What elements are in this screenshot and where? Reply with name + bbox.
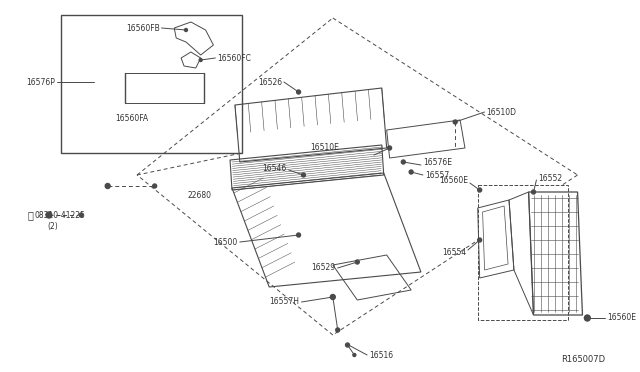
Bar	[61, 15, 242, 153]
Circle shape	[353, 353, 356, 356]
Circle shape	[409, 170, 413, 174]
Text: 16516: 16516	[369, 350, 393, 359]
Circle shape	[336, 328, 340, 332]
Text: 16554: 16554	[442, 247, 466, 257]
Circle shape	[388, 146, 392, 150]
Text: 08310-41225: 08310-41225	[35, 211, 85, 219]
Circle shape	[184, 29, 188, 32]
Text: R165007D: R165007D	[561, 356, 605, 365]
Text: 22680: 22680	[188, 190, 212, 199]
Circle shape	[355, 260, 359, 264]
Circle shape	[477, 238, 482, 242]
Text: 16526: 16526	[258, 77, 282, 87]
Circle shape	[46, 212, 52, 218]
Text: 16560FA: 16560FA	[115, 113, 148, 122]
Circle shape	[453, 120, 457, 124]
Circle shape	[296, 90, 301, 94]
Text: 16510D: 16510D	[486, 108, 516, 116]
Text: 16500: 16500	[214, 237, 238, 247]
Text: (2): (2)	[47, 221, 58, 231]
Text: 16529: 16529	[312, 263, 336, 273]
Circle shape	[330, 295, 335, 299]
Circle shape	[79, 213, 83, 217]
Text: 16560E: 16560E	[439, 176, 468, 185]
Text: 16510E: 16510E	[310, 142, 339, 151]
Text: Ⓢ: Ⓢ	[28, 210, 33, 220]
Text: 16546: 16546	[262, 164, 287, 173]
Circle shape	[296, 233, 301, 237]
Bar	[477, 185, 568, 320]
Circle shape	[105, 183, 110, 189]
Text: 16576E: 16576E	[423, 157, 452, 167]
Circle shape	[301, 173, 305, 177]
Circle shape	[153, 184, 157, 188]
Text: 16552: 16552	[538, 173, 563, 183]
Text: 16557: 16557	[425, 170, 449, 180]
Circle shape	[401, 160, 405, 164]
Text: 16576P: 16576P	[26, 77, 55, 87]
Text: 16560FC: 16560FC	[218, 54, 251, 62]
Circle shape	[477, 188, 482, 192]
Text: 16557H: 16557H	[269, 298, 300, 307]
Circle shape	[346, 343, 349, 347]
Circle shape	[584, 315, 590, 321]
Text: 16560FB: 16560FB	[126, 23, 159, 32]
Circle shape	[532, 190, 536, 194]
Circle shape	[199, 58, 202, 61]
Text: 16560E: 16560E	[607, 314, 636, 323]
